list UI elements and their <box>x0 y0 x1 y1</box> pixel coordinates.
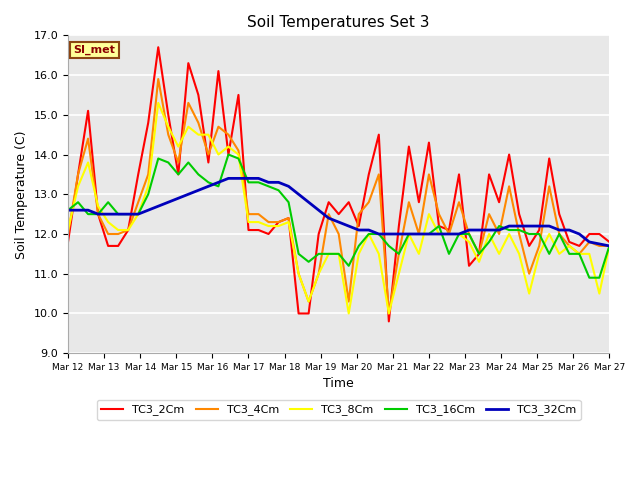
TC3_2Cm <box>175 171 182 177</box>
TC3_8Cm <box>154 100 162 106</box>
X-axis label: Time: Time <box>323 377 354 390</box>
TC3_32Cm <box>605 243 613 249</box>
TC3_2Cm <box>565 239 573 245</box>
TC3_32Cm <box>164 199 172 205</box>
TC3_32Cm <box>275 180 282 185</box>
TC3_4Cm <box>175 160 182 166</box>
Title: Soil Temperatures Set 3: Soil Temperatures Set 3 <box>248 15 430 30</box>
TC3_16Cm <box>605 243 613 249</box>
TC3_16Cm <box>586 275 593 281</box>
TC3_2Cm <box>124 227 132 233</box>
Line: TC3_2Cm: TC3_2Cm <box>68 47 609 322</box>
TC3_4Cm <box>154 76 162 82</box>
TC3_2Cm <box>205 160 212 166</box>
Line: TC3_16Cm: TC3_16Cm <box>68 155 609 278</box>
TC3_4Cm <box>124 227 132 233</box>
TC3_16Cm <box>225 152 232 157</box>
TC3_2Cm <box>595 231 603 237</box>
TC3_16Cm <box>124 211 132 217</box>
Text: SI_met: SI_met <box>74 45 115 55</box>
Legend: TC3_2Cm, TC3_4Cm, TC3_8Cm, TC3_16Cm, TC3_32Cm: TC3_2Cm, TC3_4Cm, TC3_8Cm, TC3_16Cm, TC3… <box>97 400 580 420</box>
TC3_16Cm <box>275 187 282 193</box>
Line: TC3_32Cm: TC3_32Cm <box>68 179 609 246</box>
Line: TC3_8Cm: TC3_8Cm <box>68 103 609 313</box>
TC3_32Cm <box>556 227 563 233</box>
TC3_8Cm <box>595 291 603 297</box>
TC3_8Cm <box>64 227 72 233</box>
TC3_32Cm <box>64 207 72 213</box>
TC3_4Cm <box>385 311 393 316</box>
TC3_16Cm <box>195 171 202 177</box>
TC3_2Cm <box>64 239 72 245</box>
TC3_4Cm <box>605 243 613 249</box>
TC3_4Cm <box>565 243 573 249</box>
TC3_4Cm <box>595 243 603 249</box>
Y-axis label: Soil Temperature (C): Soil Temperature (C) <box>15 130 28 259</box>
TC3_8Cm <box>605 243 613 249</box>
TC3_32Cm <box>124 211 132 217</box>
TC3_16Cm <box>64 207 72 213</box>
TC3_32Cm <box>225 176 232 181</box>
TC3_8Cm <box>175 144 182 149</box>
TC3_8Cm <box>345 311 353 316</box>
TC3_8Cm <box>565 243 573 249</box>
TC3_16Cm <box>556 231 563 237</box>
TC3_2Cm <box>154 44 162 50</box>
TC3_4Cm <box>64 231 72 237</box>
TC3_32Cm <box>195 187 202 193</box>
TC3_16Cm <box>164 160 172 166</box>
TC3_2Cm <box>275 219 282 225</box>
Line: TC3_4Cm: TC3_4Cm <box>68 79 609 313</box>
TC3_4Cm <box>205 152 212 157</box>
TC3_8Cm <box>205 132 212 138</box>
TC3_2Cm <box>385 319 393 324</box>
TC3_16Cm <box>595 275 603 281</box>
TC3_2Cm <box>605 239 613 245</box>
TC3_8Cm <box>124 227 132 233</box>
TC3_4Cm <box>275 219 282 225</box>
TC3_32Cm <box>595 241 603 247</box>
TC3_8Cm <box>275 223 282 229</box>
